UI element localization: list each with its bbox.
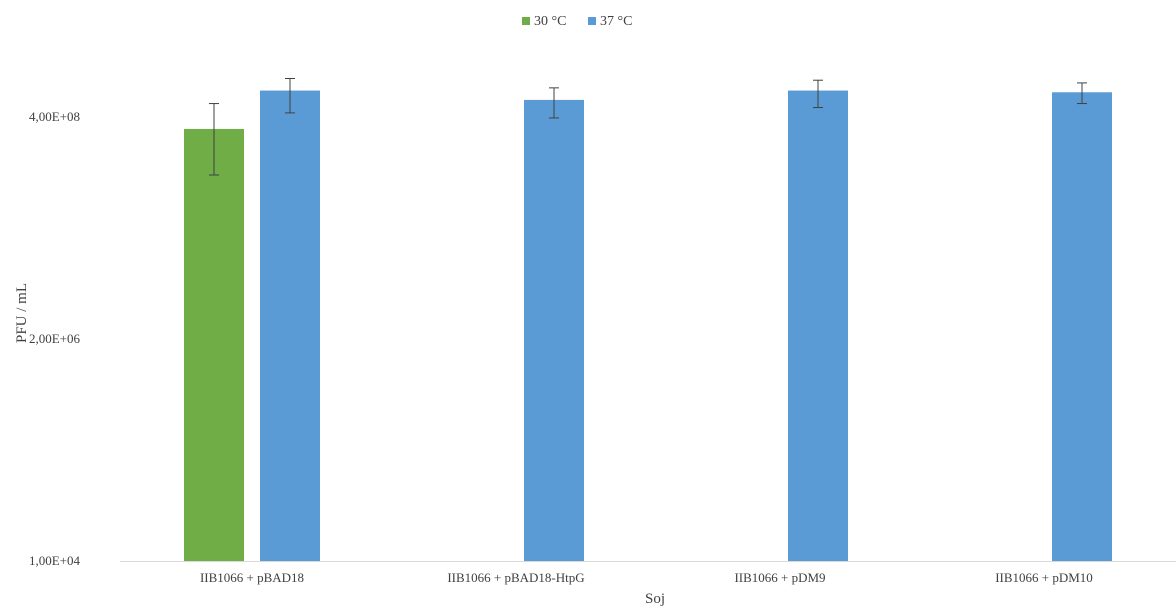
x-category-label: IIB1066 + pBAD18-HtpG [447, 570, 584, 585]
x-category-label: IIB1066 + pDM10 [995, 570, 1093, 585]
bar [260, 90, 320, 562]
y-axis-ticks: 1,00E+04 2,00E+06 4,00E+08 [29, 109, 81, 568]
chart-legend: 30 °C 37 °C [522, 14, 632, 29]
legend-swatch [588, 17, 596, 25]
x-category-label: IIB1066 + pBAD18 [200, 570, 304, 585]
y-tick-label: 1,00E+04 [29, 553, 81, 568]
x-axis-categories: IIB1066 + pBAD18 IIB1066 + pBAD18-HtpG IIB… [200, 570, 1093, 585]
legend-label: 37 °C [600, 14, 632, 29]
x-category-label: IIB1066 + pDM9 [734, 570, 825, 585]
bar [524, 99, 584, 562]
bars [184, 90, 1112, 562]
legend-label: 30 °C [534, 14, 566, 29]
legend-swatch [522, 17, 530, 25]
y-axis-title: PFU / mL [14, 283, 30, 343]
y-tick-label: 4,00E+08 [29, 109, 80, 124]
x-axis-title: Soj [645, 591, 665, 607]
y-tick-label: 2,00E+06 [29, 331, 81, 346]
bar [184, 128, 244, 561]
bar [1052, 92, 1112, 562]
bar [788, 90, 848, 562]
error-bars [209, 78, 1087, 176]
